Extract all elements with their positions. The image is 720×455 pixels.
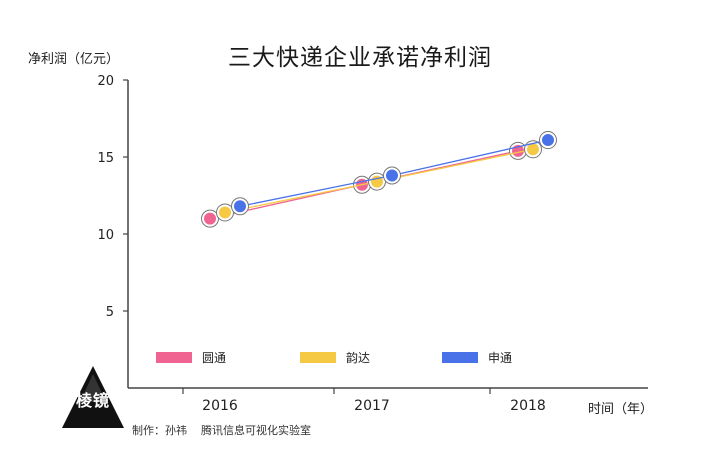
data-point [527, 143, 539, 156]
x-tick-label: 2016 [202, 398, 238, 414]
prism-logo-icon [62, 366, 124, 428]
y-tick-label: 10 [97, 228, 114, 243]
y-tick-label: 5 [106, 305, 114, 320]
legend-swatch [300, 352, 336, 363]
x-tick-label: 2017 [354, 398, 390, 414]
credit-text: 制作：孙祎 腾讯信息可视化实验室 [132, 424, 311, 437]
legend-swatch [156, 352, 192, 363]
data-point [386, 169, 398, 182]
y-tick-label: 20 [97, 74, 114, 89]
legend-swatch [442, 352, 478, 363]
logo: 棱镜 [60, 364, 126, 430]
legend-label: 韵达 [346, 350, 370, 365]
x-tick-label: 2018 [510, 398, 546, 414]
data-point [219, 206, 231, 219]
legend-label: 圆通 [202, 351, 226, 365]
data-point [204, 212, 216, 225]
x-axis-label: 时间（年） [588, 402, 654, 417]
y-axis-label: 净利润（亿元） [28, 52, 120, 67]
chart-title: 三大快递企业承诺净利润 [228, 45, 492, 71]
data-point [234, 200, 246, 213]
legend-label: 申通 [488, 351, 512, 365]
logo-text: 棱镜 [75, 391, 110, 410]
y-tick-label: 15 [97, 151, 114, 166]
data-point [542, 134, 554, 147]
